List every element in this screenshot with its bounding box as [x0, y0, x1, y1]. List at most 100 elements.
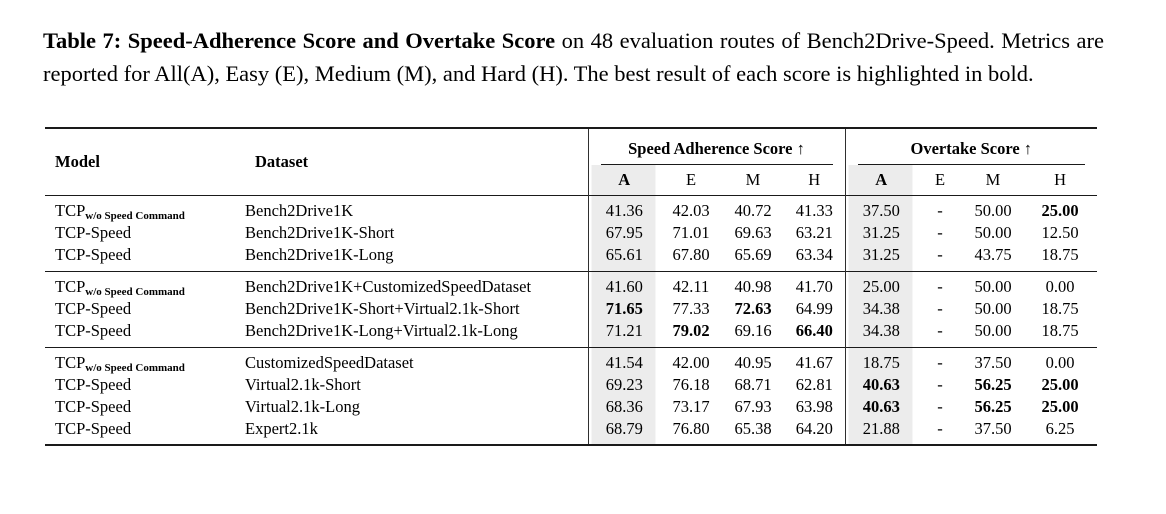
speed-adherence-m-cell: 72.63 [734, 299, 772, 318]
overtake-a-cell: 37.50 [844, 195, 918, 222]
table-row: TCP-Speed Bench2Drive1K-Short 67.95 71.01 69… [45, 222, 1097, 244]
overtake-m-cell: 56.25 [974, 375, 1012, 394]
dataset-cell: Bench2Drive1K-Long [245, 244, 394, 264]
model-name: TCP-Speed [55, 397, 132, 416]
speed-adherence-a-cell: 41.36 [587, 195, 660, 222]
speed-adherence-m-cell: 65.69 [734, 244, 772, 264]
overtake-h-cell: 18.75 [1041, 299, 1079, 318]
table-row: TCP-Speed Bench2Drive1K-Long+Virtual2.1k-… [45, 320, 1097, 347]
model-cell: TCP-Speed [45, 320, 245, 347]
speed-adherence-e-cell: 73.17 [672, 397, 710, 416]
dataset-cell: Expert2.1k [245, 418, 318, 438]
dataset-cell: Virtual2.1k-Long [245, 397, 360, 416]
table-row: TCPw/o Speed Command Bench2Drive1K 41.36 42… [45, 195, 1097, 222]
speed-adherence-e-cell: 67.80 [672, 244, 710, 264]
overtake-h-cell: 25.00 [1041, 375, 1079, 394]
table-header: Model Dataset Speed Adherence Score ↑ Ov… [45, 128, 1098, 195]
speed-adherence-e-cell: 77.33 [672, 299, 710, 318]
overtake-e-cell: - [937, 277, 943, 297]
speed-adherence-m-cell: 65.38 [734, 418, 772, 438]
speed-adherence-m-cell: 40.98 [734, 277, 772, 297]
overtake-m-cell: 50.00 [974, 223, 1012, 242]
speed-adherence-a-cell: 67.95 [587, 222, 660, 244]
speed-adherence-m-cell: 68.71 [734, 375, 772, 394]
overtake-m-cell: 37.50 [974, 353, 1012, 373]
overtake-h-cell: 25.00 [1041, 397, 1079, 416]
speed-adherence-h-cell: 63.34 [795, 244, 833, 264]
speed-adherence-a-cell: 65.61 [587, 244, 660, 271]
dataset-cell: CustomizedSpeedDataset [245, 353, 414, 373]
model-cell: TCP-Speed [45, 244, 245, 271]
table-caption-title: Table 7: Speed-Adherence Score and Overt… [43, 28, 556, 53]
overtake-a-cell: 34.38 [844, 298, 918, 320]
table-block-2: TCPw/o Speed Command Bench2Drive1K+Custom… [45, 271, 1098, 347]
overtake-a-cell: 40.63 [844, 374, 918, 396]
overtake-m-cell: 50.00 [974, 277, 1012, 297]
table-block-3: TCPw/o Speed Command CustomizedSpeedDatas… [45, 347, 1098, 445]
col-header-dataset: Dataset [255, 151, 309, 171]
overtake-m-cell: 50.00 [974, 320, 1012, 340]
speed-adherence-h-cell: 64.99 [795, 299, 833, 318]
speed-adherence-m-cell: 40.72 [734, 201, 772, 221]
speed-adherence-e-cell: 42.00 [672, 353, 710, 373]
header-group-row: Model Dataset Speed Adherence Score ↑ Ov… [45, 128, 1098, 171]
dataset-cell: Bench2Drive1K-Short [245, 223, 395, 242]
table-caption: Table 7: Speed-Adherence Score and Overt… [43, 24, 1104, 90]
overtake-h-cell: 12.50 [1041, 223, 1079, 242]
subcol-sas-m: M [745, 169, 761, 189]
model-subscript: w/o Speed Command [85, 210, 185, 223]
model-cell: TCP-Speed [45, 418, 245, 445]
dataset-cell: Bench2Drive1K-Short+Virtual2.1k-Short [245, 299, 520, 318]
overtake-h-cell: 18.75 [1041, 244, 1079, 264]
speed-adherence-h-cell: 41.33 [795, 201, 833, 221]
table-row: TCP-Speed Virtual2.1k-Long 68.36 73.17 67.93… [45, 396, 1097, 418]
speed-adherence-h-cell: 63.98 [795, 397, 833, 416]
overtake-a-cell: 31.25 [844, 222, 918, 244]
model-cell: TCP-Speed [45, 374, 245, 396]
overtake-m-cell: 50.00 [974, 201, 1012, 221]
speed-adherence-a-cell: 41.54 [587, 347, 660, 374]
overtake-m-cell: 50.00 [974, 299, 1012, 318]
overtake-e-cell: - [937, 223, 943, 242]
overtake-h-cell: 6.25 [1045, 418, 1075, 438]
overtake-e-cell: - [937, 418, 943, 438]
overtake-e-cell: - [937, 201, 943, 221]
dataset-cell: Bench2Drive1K+CustomizedSpeedDataset [245, 277, 532, 297]
model-name: TCP-Speed [55, 418, 132, 438]
table-row: TCP-Speed Expert2.1k 68.79 76.80 65.38 64.20 2… [45, 418, 1097, 445]
speed-adherence-a-cell: 68.79 [587, 418, 660, 445]
model-subscript: w/o Speed Command [85, 286, 185, 299]
overtake-m-cell: 56.25 [974, 397, 1012, 416]
model-name: TCP [55, 353, 86, 373]
speed-adherence-e-cell: 76.18 [672, 375, 710, 394]
model-cell: TCP-Speed [45, 298, 245, 320]
group-header-overtake-score: Overtake Score ↑ [844, 128, 1098, 165]
speed-adherence-a-cell: 71.65 [587, 298, 660, 320]
overtake-a-cell: 34.38 [844, 320, 918, 347]
model-name: TCP-Speed [55, 375, 132, 394]
subcol-sas-a: A [587, 165, 660, 195]
model-name: TCP [55, 277, 86, 297]
overtake-a-cell: 25.00 [844, 271, 918, 298]
dataset-cell: Bench2Drive1K [245, 201, 354, 221]
overtake-m-cell: 37.50 [974, 418, 1012, 438]
speed-adherence-h-cell: 66.40 [795, 320, 833, 340]
group-header-overtake-label: Overtake Score ↑ [857, 135, 1086, 165]
overtake-e-cell: - [937, 353, 943, 373]
speed-adherence-e-cell: 42.11 [672, 277, 710, 297]
header-subcol-row: A E M H A E M H [45, 165, 1097, 195]
table-block-1: TCPw/o Speed Command Bench2Drive1K 41.36 42… [45, 195, 1098, 271]
speed-adherence-h-cell: 64.20 [795, 418, 833, 438]
overtake-h-cell: 18.75 [1041, 320, 1079, 340]
speed-adherence-m-cell: 40.95 [734, 353, 772, 373]
table-row: TCP-Speed Bench2Drive1K-Long 65.61 67.80 65.… [45, 244, 1097, 271]
speed-adherence-e-cell: 79.02 [672, 320, 710, 340]
speed-adherence-h-cell: 62.81 [795, 375, 833, 394]
model-name: TCP-Speed [55, 223, 132, 242]
subcol-sas-e: E [685, 169, 697, 189]
overtake-e-cell: - [937, 299, 943, 318]
model-name: TCP [55, 201, 86, 221]
table-row: TCPw/o Speed Command Bench2Drive1K+Custom… [45, 271, 1097, 298]
overtake-h-cell: 0.00 [1045, 353, 1075, 373]
